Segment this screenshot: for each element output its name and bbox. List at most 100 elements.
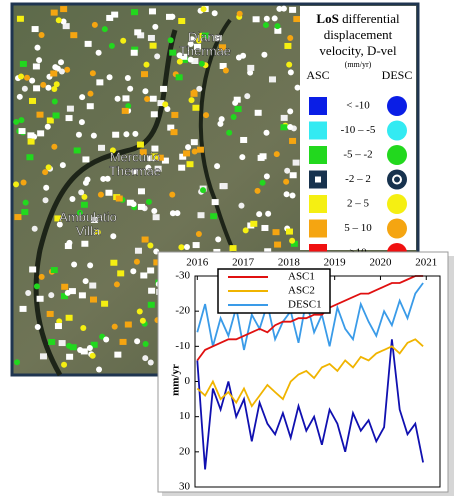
dot	[235, 106, 242, 112]
dot	[112, 132, 119, 138]
dot	[90, 70, 96, 76]
x-tick-label: 2016	[186, 257, 209, 269]
dot	[127, 200, 134, 206]
dot	[169, 50, 176, 56]
dot	[150, 43, 157, 49]
dot	[34, 283, 40, 289]
dot	[52, 99, 58, 105]
legend-header: ASC	[306, 68, 329, 82]
place-label: Ambulatio	[59, 209, 117, 224]
dot	[261, 225, 268, 231]
dot	[29, 266, 36, 272]
desc-symbol	[387, 145, 407, 165]
dot	[140, 272, 147, 278]
legend-label: -5 – -2	[343, 149, 372, 161]
dot	[140, 318, 146, 324]
dot	[43, 185, 49, 191]
dot	[56, 17, 62, 23]
asc-symbol	[309, 122, 327, 140]
dot	[32, 226, 38, 232]
dot	[263, 22, 269, 28]
desc-symbol	[387, 194, 407, 214]
dot	[244, 93, 250, 99]
dot	[219, 116, 225, 122]
dot	[178, 18, 185, 24]
legend-title-text: differential	[339, 11, 400, 26]
dot	[239, 154, 245, 160]
dot	[256, 211, 262, 217]
dot	[52, 64, 58, 70]
dot	[66, 115, 73, 121]
dot	[290, 193, 296, 199]
dot	[289, 238, 295, 244]
dot	[132, 131, 138, 137]
place-label: Diana	[188, 29, 223, 44]
dot	[18, 117, 24, 123]
dot	[264, 173, 270, 179]
dot	[223, 68, 229, 74]
dot	[91, 133, 97, 139]
chart-panel: -30-20-100102030201620172018201920202021…	[158, 252, 454, 496]
dot	[146, 199, 152, 205]
dot	[92, 22, 98, 28]
legend-label: ASC2	[288, 285, 315, 297]
dot	[20, 61, 27, 67]
dot	[98, 192, 104, 198]
dot	[153, 214, 160, 220]
dot	[125, 75, 131, 81]
dot	[174, 210, 180, 216]
dot	[274, 23, 280, 29]
dot	[203, 112, 209, 118]
dot	[143, 341, 149, 347]
dot	[290, 172, 297, 178]
dot	[212, 10, 218, 16]
dot	[48, 339, 55, 345]
dot	[69, 288, 76, 294]
dot	[26, 154, 33, 160]
dot	[45, 85, 51, 91]
dot	[231, 114, 237, 120]
dot	[196, 231, 202, 237]
dot	[284, 191, 290, 197]
dot	[51, 267, 58, 273]
dot	[105, 190, 112, 196]
dot	[120, 38, 126, 44]
dot	[171, 129, 178, 135]
dot	[288, 69, 294, 75]
y-tick-label: 10	[179, 410, 191, 422]
legend-title-bold: LoS	[316, 11, 338, 26]
dot	[33, 85, 40, 91]
dot	[36, 57, 42, 63]
dot	[96, 366, 102, 372]
dot	[87, 345, 93, 351]
dot	[45, 124, 51, 130]
dot	[13, 119, 19, 125]
dot	[66, 354, 73, 360]
dot	[212, 199, 219, 205]
dot	[22, 86, 28, 92]
dot	[147, 267, 154, 273]
dot	[120, 339, 127, 345]
dot	[87, 91, 93, 97]
dot	[160, 86, 167, 92]
dot	[77, 347, 83, 353]
dot	[19, 128, 26, 134]
dot	[33, 63, 40, 69]
dot	[67, 106, 74, 112]
dot	[116, 196, 123, 202]
dot	[51, 10, 58, 16]
dot	[82, 156, 89, 162]
dot	[18, 73, 24, 79]
dot	[29, 78, 35, 84]
dot	[276, 6, 282, 12]
dot	[184, 244, 190, 250]
dot	[81, 202, 88, 208]
dot	[192, 105, 199, 111]
dot	[287, 35, 293, 41]
dot	[176, 74, 183, 80]
dot	[144, 96, 150, 102]
dot	[152, 24, 158, 30]
dot	[17, 16, 24, 22]
dot	[135, 248, 142, 254]
dot	[111, 12, 118, 18]
